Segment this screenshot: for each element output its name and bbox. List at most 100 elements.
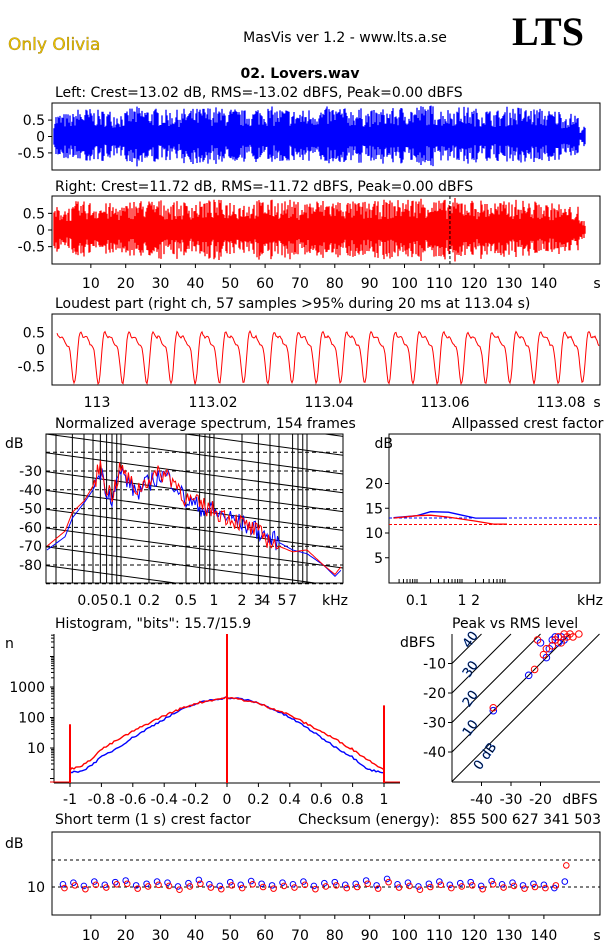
right-point bbox=[521, 885, 528, 892]
crest-reference-line bbox=[452, 633, 512, 694]
left-point bbox=[153, 878, 161, 885]
left-point bbox=[519, 882, 527, 889]
x-tick-label: 1 bbox=[380, 792, 389, 808]
right-point bbox=[468, 882, 476, 889]
left-point bbox=[415, 883, 422, 890]
y-tick-label: 0.5 bbox=[23, 325, 45, 341]
file-title: 02. Lovers.wav bbox=[241, 66, 360, 82]
right-waveform-plot: 0.50-0.5 10 20 30 40 50 60 70 80 90 100 110 120 130 14… bbox=[18, 195, 601, 292]
slope-reference-line bbox=[46, 641, 343, 681]
left-point bbox=[268, 882, 276, 889]
right-point bbox=[343, 884, 351, 892]
x-tick-label: 113.02 bbox=[189, 395, 238, 411]
right-point bbox=[458, 883, 466, 890]
y-tick-label: -30 bbox=[19, 464, 42, 480]
x-tick-label: -0.8 bbox=[88, 792, 115, 808]
x-tick-label: -30 bbox=[500, 792, 523, 808]
left-point bbox=[477, 882, 485, 890]
left-point bbox=[300, 878, 307, 885]
x-tick-label: 0.1 bbox=[110, 593, 132, 609]
left-point bbox=[436, 878, 443, 885]
y-tick-label: -10 bbox=[423, 657, 446, 673]
right-point bbox=[437, 881, 445, 889]
y-tick-label: -50 bbox=[19, 502, 42, 518]
slope-reference-line bbox=[46, 452, 343, 494]
y-tick-label: 5 bbox=[374, 551, 383, 567]
left-point bbox=[425, 880, 433, 888]
left-point bbox=[561, 878, 569, 885]
x-tick-label: 110 bbox=[426, 276, 453, 292]
x-unit-label: s bbox=[593, 276, 600, 292]
right-point bbox=[552, 882, 560, 889]
x-tick-label: 0 bbox=[223, 792, 232, 808]
x-tick-label: -0.4 bbox=[151, 792, 178, 808]
x-tick-label: 100 bbox=[391, 276, 418, 292]
x-tick-label: 20 bbox=[117, 928, 135, 944]
y-tick-label: 0 bbox=[36, 130, 45, 146]
y-tick-label: 20 bbox=[365, 477, 383, 493]
right-point bbox=[539, 650, 548, 659]
left-point bbox=[352, 880, 360, 888]
left-point bbox=[488, 877, 495, 885]
crest-title: Allpassed crest factor bbox=[452, 416, 604, 432]
right-point bbox=[406, 882, 413, 890]
x-tick-label: 0.6 bbox=[310, 792, 332, 808]
y-tick-label: 10 bbox=[27, 880, 45, 896]
right-point bbox=[479, 885, 486, 893]
x-tick-label: 0.1 bbox=[406, 593, 428, 609]
right-point bbox=[102, 884, 110, 891]
slope-reference-line bbox=[46, 527, 343, 569]
right-point bbox=[291, 884, 298, 891]
x-tick-label: 80 bbox=[326, 928, 344, 944]
stc-title: Short term (1 s) crest factor bbox=[55, 812, 251, 828]
right-point bbox=[228, 882, 236, 889]
crest-line-label: 0 dB bbox=[471, 740, 500, 773]
right-point bbox=[533, 636, 542, 644]
x-tick-label: 100 bbox=[391, 928, 418, 944]
right-point bbox=[144, 883, 152, 890]
right-point bbox=[217, 885, 225, 893]
right-point bbox=[374, 885, 382, 892]
slope-reference-line bbox=[46, 565, 179, 583]
left-title: Left: Crest=13.02 dB, RMS=-13.02 dBFS, P… bbox=[55, 85, 463, 101]
checksum-value: 855 500 627 341 503 bbox=[450, 812, 601, 828]
y-tick-label: -20 bbox=[423, 686, 446, 702]
x-tick-label: 2 bbox=[471, 593, 480, 609]
right-point bbox=[427, 883, 434, 891]
right-point bbox=[61, 884, 68, 892]
y-tick-label: 0 bbox=[36, 223, 45, 239]
y-axis-label: dB bbox=[375, 436, 394, 452]
x-tick-label: 50 bbox=[221, 928, 239, 944]
left-point bbox=[174, 883, 182, 890]
right-point bbox=[395, 884, 403, 891]
left-point bbox=[206, 881, 213, 888]
x-tick-label: -40 bbox=[470, 792, 493, 808]
x-tick-label: 70 bbox=[291, 928, 309, 944]
waveform-trace bbox=[53, 105, 586, 167]
x-tick-label: 60 bbox=[256, 276, 274, 292]
right-point bbox=[176, 886, 183, 894]
left-point bbox=[59, 881, 67, 888]
left-point bbox=[226, 878, 234, 886]
x-tick-label: 20 bbox=[117, 276, 135, 292]
y-tick-label: -30 bbox=[423, 716, 446, 732]
right-point bbox=[542, 644, 551, 653]
y-tick-label: -0.5 bbox=[18, 360, 45, 376]
loudest-trace bbox=[56, 330, 600, 386]
left-point bbox=[122, 877, 129, 884]
x-tick-label: 40 bbox=[186, 928, 204, 944]
y-tick-label: -70 bbox=[19, 539, 42, 555]
left-spectrum-line bbox=[46, 467, 342, 577]
x-unit-label: s bbox=[593, 395, 600, 411]
right-point bbox=[557, 639, 565, 647]
x-tick-label: 80 bbox=[326, 276, 344, 292]
left-point bbox=[446, 881, 454, 889]
y-tick-label: -80 bbox=[19, 558, 42, 574]
y-axis-label: dBFS bbox=[400, 635, 435, 651]
y-tick-label: 10 bbox=[365, 526, 383, 542]
x-tick-label: 140 bbox=[531, 928, 558, 944]
x-tick-label: 130 bbox=[496, 276, 523, 292]
left-point bbox=[80, 882, 88, 890]
right-point bbox=[270, 885, 277, 892]
y-tick-label: 0.5 bbox=[23, 206, 45, 222]
